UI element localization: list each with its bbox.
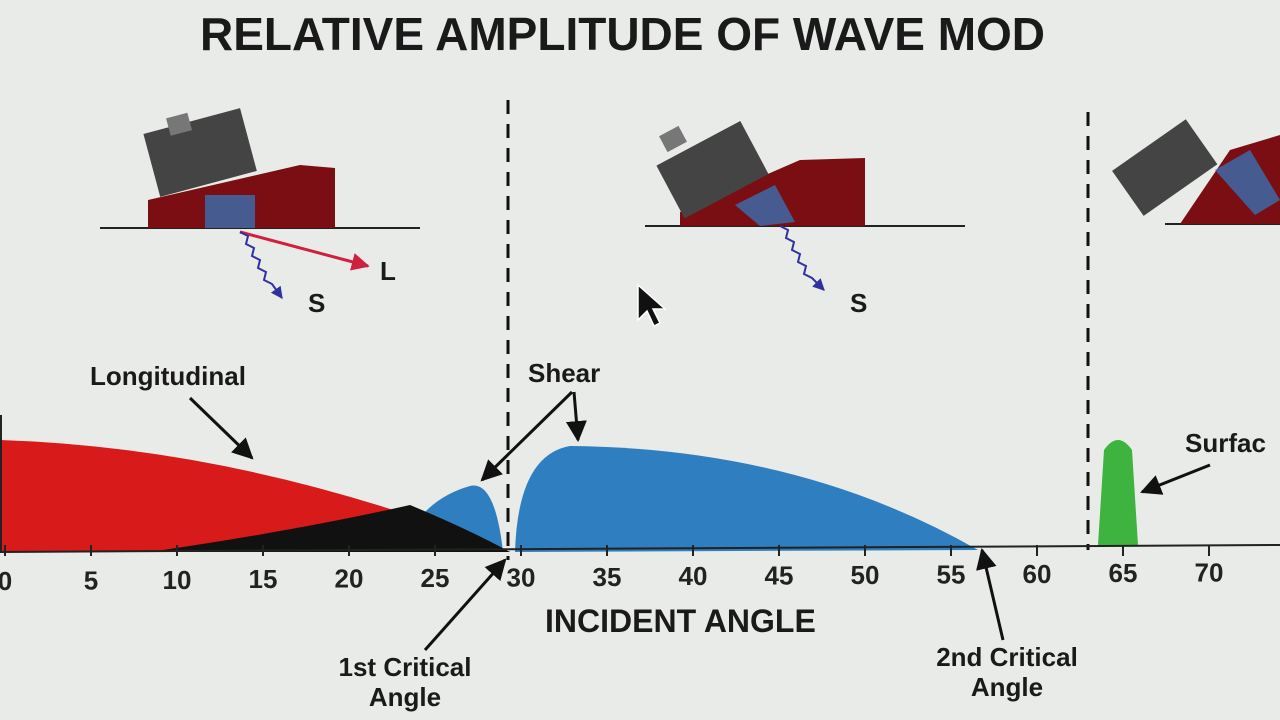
- x-axis-label: INCIDENT ANGLE: [545, 603, 816, 639]
- annotation: 2nd Critical: [936, 642, 1078, 672]
- x-tick-label: 70: [1195, 558, 1224, 588]
- mouse-cursor: [637, 283, 667, 328]
- x-tick-label: 0: [0, 566, 12, 596]
- x-tick-label: 60: [1023, 559, 1052, 589]
- wave-label: S: [308, 288, 325, 318]
- x-tick-label: 50: [851, 560, 880, 590]
- wave-label: S: [850, 288, 867, 318]
- x-axis: [0, 544, 1280, 553]
- surface-area: [1098, 440, 1138, 545]
- x-tick-label: 20: [335, 564, 364, 594]
- annotation: Surfac: [1185, 428, 1266, 458]
- x-tick-label: 45: [765, 561, 794, 591]
- wave-label: L: [380, 256, 396, 286]
- x-tick-label: 55: [937, 559, 966, 589]
- title: RELATIVE AMPLITUDE OF WAVE MOD: [200, 8, 1045, 60]
- annotation: Shear: [528, 358, 600, 388]
- annotation: Longitudinal: [90, 361, 246, 391]
- x-tick-label: 65: [1109, 558, 1138, 588]
- annotation: Angle: [971, 672, 1043, 702]
- transducer-diagram: [1112, 119, 1280, 225]
- x-tick-label: 25: [421, 563, 450, 593]
- transducer-diagram: S: [645, 120, 965, 318]
- transducer-diagram: L S: [100, 108, 420, 318]
- annotation: 1st Critical: [339, 652, 472, 682]
- overlap-area: [150, 505, 510, 552]
- x-tick-label: 15: [249, 564, 278, 594]
- x-tick-label: 10: [163, 565, 192, 595]
- x-tick-label: 5: [84, 565, 98, 595]
- x-tick-label: 40: [679, 561, 708, 591]
- x-tick-label: 30: [507, 562, 536, 592]
- annotation: Angle: [369, 682, 441, 712]
- x-tick-label: 35: [593, 562, 622, 592]
- shear-area: [515, 446, 978, 552]
